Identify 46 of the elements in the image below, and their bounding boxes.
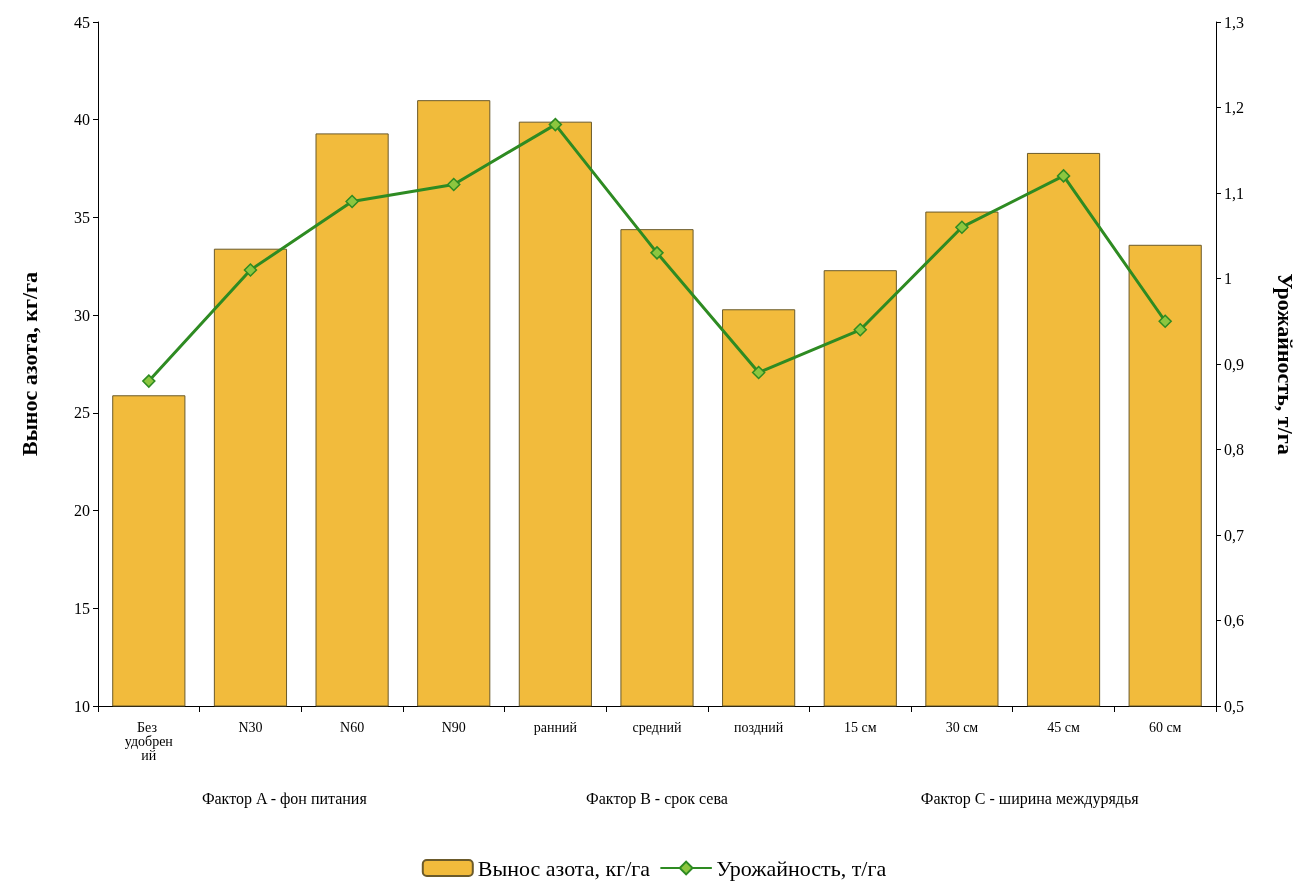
point: [1056, 169, 1071, 183]
point: [548, 117, 563, 132]
legend-label: Вынос азота, кг/га: [477, 855, 651, 881]
point: [751, 365, 766, 380]
y2-tick-label: 0,5: [1224, 697, 1244, 715]
point: [1158, 314, 1172, 328]
y-tick-label: 35: [74, 208, 90, 226]
x-tick-label: ранний: [533, 719, 578, 735]
y-tick-label: 30: [74, 306, 90, 324]
x-tick-label: средний: [632, 719, 682, 735]
point: [650, 246, 664, 260]
y-tick-label: 15: [74, 599, 90, 617]
y-tick-label: 25: [74, 404, 90, 422]
y2-tick-label: 1: [1224, 270, 1232, 287]
y2-tick-label: 1,2: [1224, 99, 1244, 116]
y2-tick-label: 1,1: [1224, 184, 1244, 202]
y2-tick-label: 0,9: [1224, 355, 1244, 373]
point: [142, 374, 156, 388]
x-tick-label: 15 см: [843, 719, 877, 735]
point: [955, 220, 969, 234]
text: Фактор B - срок сева: [586, 789, 728, 808]
y2-tick-label: 0,8: [1224, 441, 1244, 458]
point: [345, 194, 359, 209]
x-tick-label: Без удобрений: [124, 719, 174, 763]
y-tick-label: 40: [74, 111, 90, 129]
x-tick-label: поздний: [733, 719, 784, 735]
y2-tick-label: 0,7: [1224, 526, 1244, 544]
y2-axis-title: Урожайность, т/га: [1272, 273, 1298, 455]
x-tick-label: N60: [340, 719, 365, 735]
x-tick-label: N90: [441, 719, 466, 735]
y2-tick-label: 1,3: [1224, 13, 1244, 31]
y-axis-title: Вынос азота, кг/га: [16, 271, 42, 457]
x-tick-label: 30 см: [945, 719, 979, 735]
y-tick-label: 10: [74, 697, 90, 715]
legend-label: Урожайность, т/га: [716, 855, 887, 881]
y2-tick-label: 0,6: [1224, 612, 1244, 629]
x-tick-label: 60 см: [1148, 719, 1182, 735]
y-tick-label: 45: [74, 13, 90, 31]
point: [446, 177, 461, 192]
x-tick-label: N30: [238, 719, 263, 735]
point: [243, 263, 258, 277]
y-tick-label: 20: [74, 502, 90, 520]
text: Фактор A - фон питания: [201, 789, 368, 808]
x-tick-label: 45 см: [1047, 719, 1080, 735]
point: [853, 323, 868, 337]
text: Фактор C - ширина междурядья: [920, 789, 1140, 808]
